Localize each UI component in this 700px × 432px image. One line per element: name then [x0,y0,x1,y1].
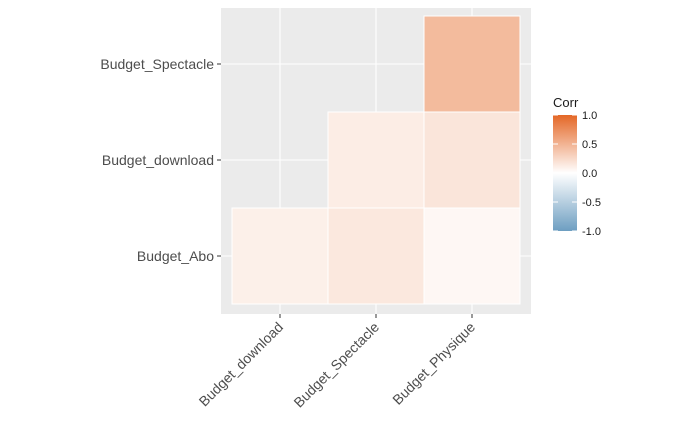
heatmap-cell [231,207,329,305]
y-tick-label: Budget_Abo [137,248,214,264]
heatmap-cell [327,111,425,209]
heatmap-cell [423,15,521,113]
x-tick-label: Budget_Spectacle [290,319,382,411]
x-tick-label: Budget_Physique [389,319,478,408]
heatmap-cell [423,207,521,305]
x-axis: Budget_download Budget_Spectacle Budget_Ph… [196,314,478,411]
heatmap-cells [231,15,521,305]
legend: Corr 1.0 0.5 0.0 -0.5 -1.0 [553,95,601,238]
legend-tick-label: -1.0 [582,226,601,238]
x-tick-label: Budget_download [196,319,287,410]
y-axis: Budget_Abo Budget_download Budget_Spectacl… [100,56,221,264]
legend-title: Corr [553,95,579,110]
legend-tick-label: 1.0 [582,110,597,122]
y-tick-label: Budget_Spectacle [100,56,214,72]
heatmap-cell [327,207,425,305]
legend-tick-label: 0.5 [582,139,597,151]
heatmap-cell [423,111,521,209]
legend-tick-label: -0.5 [582,197,601,209]
y-tick-label: Budget_download [102,152,214,168]
legend-tick-label: 0.0 [582,168,597,180]
